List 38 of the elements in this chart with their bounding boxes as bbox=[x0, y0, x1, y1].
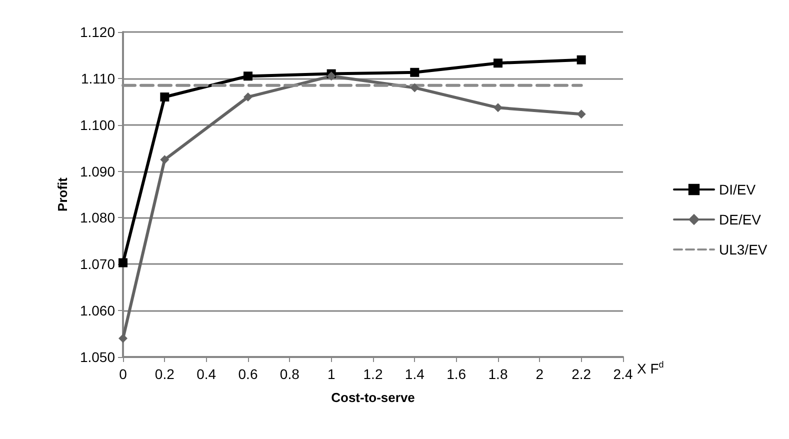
y-tick-label: 1.060 bbox=[80, 302, 116, 319]
point bbox=[576, 55, 586, 64]
point bbox=[244, 92, 252, 102]
point bbox=[494, 103, 502, 112]
x-tick-label: 0.6 bbox=[238, 366, 258, 382]
y-tick-label: 1.110 bbox=[81, 70, 116, 86]
point bbox=[410, 68, 420, 77]
y-tick-label: 1.080 bbox=[80, 210, 116, 226]
point bbox=[244, 72, 252, 81]
y-tick-label: 1.050 bbox=[80, 349, 116, 365]
x-tick-label: 2.2 bbox=[572, 366, 592, 382]
y-tick-label: 1.120 bbox=[80, 24, 116, 40]
point bbox=[326, 72, 336, 81]
x-tick-label: 1.6 bbox=[446, 366, 466, 382]
x-tick-label: 0.8 bbox=[280, 366, 300, 382]
x-tick-label: 1.2 bbox=[363, 366, 383, 382]
x-tick-label: 1.8 bbox=[488, 366, 508, 382]
point bbox=[160, 155, 170, 164]
point bbox=[160, 92, 170, 102]
x-tick-label: 1 bbox=[327, 366, 336, 382]
x-tick-label: 0 bbox=[119, 366, 128, 382]
x-axis-title: Cost-to-serve bbox=[331, 390, 415, 405]
point bbox=[494, 58, 502, 68]
y-tick-label: 1.100 bbox=[80, 116, 116, 133]
legend-label: DI/EV bbox=[719, 182, 756, 198]
x-tick-label: 0.2 bbox=[154, 366, 175, 382]
point bbox=[410, 83, 420, 92]
point bbox=[576, 110, 586, 119]
y-tick-label: 1.070 bbox=[80, 256, 116, 272]
x-tick-label: 0.4 bbox=[196, 366, 216, 382]
legend-label: DE/EV bbox=[719, 212, 762, 228]
x-tick-label: 1.4 bbox=[404, 366, 425, 382]
y-axis-title: Profit bbox=[55, 176, 70, 212]
x-tick-label: 2 bbox=[536, 366, 544, 382]
x-tick-label: 2.4 bbox=[613, 366, 633, 382]
point bbox=[118, 334, 128, 343]
y-tick-label: 1.090 bbox=[80, 163, 116, 180]
legend-label: UL3/EV bbox=[719, 242, 768, 258]
